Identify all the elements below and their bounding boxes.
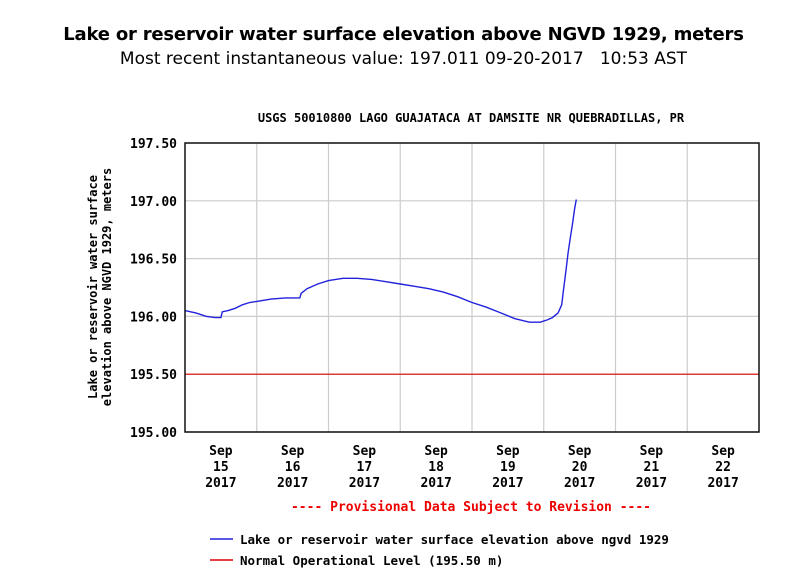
x-tick-month: Sep xyxy=(711,444,735,459)
x-tick-day: 19 xyxy=(500,460,516,475)
x-tick-month: Sep xyxy=(496,444,520,459)
x-tick-year: 2017 xyxy=(420,476,451,491)
y-tick-label: 197.50 xyxy=(130,137,177,152)
x-tick-year: 2017 xyxy=(349,476,380,491)
x-tick-month: Sep xyxy=(424,444,448,459)
x-tick-year: 2017 xyxy=(636,476,667,491)
page-title: Lake or reservoir water surface elevatio… xyxy=(63,24,744,45)
x-tick-month: Sep xyxy=(640,444,664,459)
x-tick-month: Sep xyxy=(568,444,592,459)
x-tick-year: 2017 xyxy=(707,476,738,491)
y-tick-label: 196.50 xyxy=(130,253,177,268)
y-tick-label: 195.50 xyxy=(130,368,177,383)
y-axis-label-line1: Lake or reservoir water surface xyxy=(86,175,100,399)
legend-label-elevation: Lake or reservoir water surface elevatio… xyxy=(240,532,669,547)
plot-frame xyxy=(184,142,760,433)
x-tick-month: Sep xyxy=(353,444,377,459)
y-tick-label: 197.00 xyxy=(130,195,177,210)
y-axis-label-line2: elevation above NGVD 1929, meters xyxy=(100,168,114,406)
y-tick-label: 196.00 xyxy=(130,310,177,325)
x-axis-ticks: Sep152017Sep162017Sep172017Sep182017Sep1… xyxy=(205,444,739,491)
x-tick-day: 17 xyxy=(357,460,373,475)
x-tick-day: 22 xyxy=(715,460,731,475)
x-tick-year: 2017 xyxy=(492,476,523,491)
x-tick-year: 2017 xyxy=(205,476,236,491)
x-tick-year: 2017 xyxy=(564,476,595,491)
x-tick-year: 2017 xyxy=(277,476,308,491)
y-tick-label: 195.00 xyxy=(130,426,177,441)
elevation-series-line xyxy=(184,199,577,323)
x-tick-day: 21 xyxy=(644,460,660,475)
provisional-note: ---- Provisional Data Subject to Revisio… xyxy=(291,500,651,515)
chart-title: USGS 50010800 LAGO GUAJATACA AT DAMSITE … xyxy=(258,111,685,125)
x-tick-month: Sep xyxy=(281,444,305,459)
x-tick-day: 15 xyxy=(213,460,229,475)
legend-label-normal-level: Normal Operational Level (195.50 m) xyxy=(240,553,503,568)
legend: Lake or reservoir water surface elevatio… xyxy=(210,532,669,568)
y-axis-ticks: 197.50 197.00 196.50 196.00 195.50 195.00 xyxy=(130,137,177,441)
page-subtitle: Most recent instantaneous value: 197.011… xyxy=(119,49,688,69)
x-tick-day: 16 xyxy=(285,460,301,475)
x-tick-day: 20 xyxy=(572,460,588,475)
x-tick-month: Sep xyxy=(209,444,233,459)
grid-lines xyxy=(185,142,759,433)
x-tick-day: 18 xyxy=(428,460,444,475)
